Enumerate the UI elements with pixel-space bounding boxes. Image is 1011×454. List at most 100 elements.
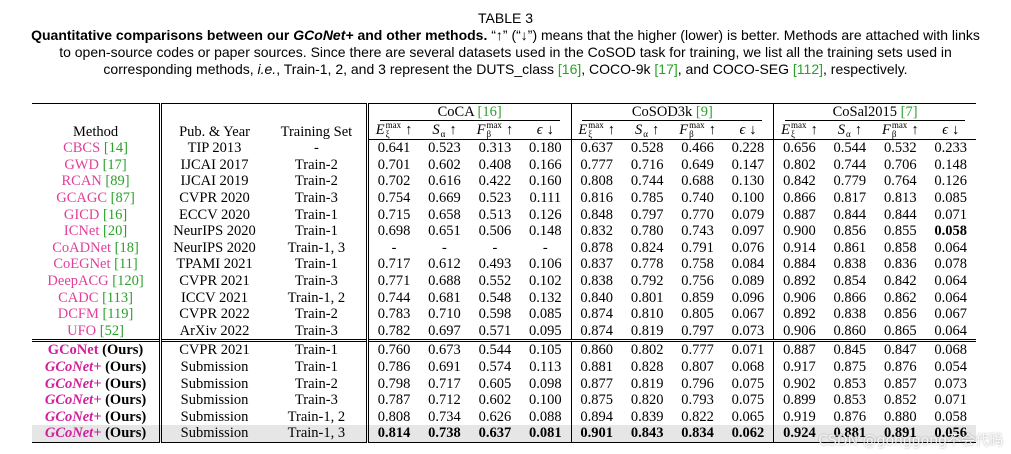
group-name: CoSal2015 <box>832 104 898 120</box>
value-cell: 0.798 <box>377 375 411 392</box>
value-cell: 0.160 <box>520 173 572 190</box>
value-cell: 0.891 <box>875 425 926 443</box>
column-header: Training Set <box>280 123 353 140</box>
value-cell: 0.884 <box>783 256 816 273</box>
data-row: DeepACG [120] CVPR 2021 Train-3 0.771 0.688 0… <box>32 272 976 290</box>
value-cell: 0.523 <box>478 190 512 207</box>
method-suffix: (Ours) <box>105 392 147 409</box>
value-cell: 0.228 <box>722 139 775 157</box>
value-cell: 0.853 <box>833 375 867 392</box>
value-cell: 0.710 <box>428 306 461 323</box>
metric-sub: β <box>486 129 492 139</box>
method-cell: GCoNet+ (Ours) <box>32 375 163 392</box>
value-cell: 0.717 <box>428 375 461 392</box>
value-cell: 0.602 <box>428 156 461 173</box>
method-ref: [87] <box>110 190 135 207</box>
group-name: CoCA <box>437 104 474 120</box>
value-cell: 0.612 <box>428 256 461 273</box>
value-cell: 0.836 <box>883 256 917 273</box>
method-ref: [89] <box>105 173 130 190</box>
value-cell: 0.875 <box>833 359 867 376</box>
value-cell: 0.771 <box>377 273 411 290</box>
method-suffix: (Ours) <box>105 425 147 442</box>
method-name: GCoNet+ <box>44 359 102 376</box>
metric-sub: β <box>689 129 694 139</box>
caption-text: [16] <box>557 61 582 77</box>
value-cell: 0.777 <box>580 156 614 173</box>
metric-symbol: F <box>881 122 891 138</box>
method-name: CADC <box>58 289 99 306</box>
value-cell: 0.802 <box>783 156 816 173</box>
value-cell: 0.744 <box>630 173 664 190</box>
value-cell: 0.834 <box>672 425 723 443</box>
pub-cell: Submission <box>180 359 249 376</box>
value-cell: 0.838 <box>580 273 614 290</box>
value-cell: 0.688 <box>681 173 714 190</box>
data-row: GCoNet+ (Ours) Submission Train-3 0.787 0.71… <box>32 391 976 409</box>
value-cell: 0.878 <box>580 239 614 256</box>
train-cell: Train-1, 2 <box>266 408 369 426</box>
metric-sup: max <box>486 120 502 130</box>
method-cell: GCoNet+ (Ours) <box>32 408 163 426</box>
data-row: GCoNet+ (Ours) Submission Train-1, 3 0.814 0… <box>32 425 976 443</box>
method-name: GCoNet+ <box>44 408 102 425</box>
train-cell: Train-1 <box>266 358 369 376</box>
value-cell: 0.838 <box>833 306 867 323</box>
metric-sub: ξ <box>385 129 390 139</box>
value-cell: 0.637 <box>469 425 521 443</box>
train-cell: Train-2 <box>266 375 369 392</box>
train-cell: Train-3 <box>266 189 369 207</box>
pub-cell: CVPR 2021 <box>179 273 250 290</box>
method-name: GWD <box>64 156 99 173</box>
value-cell: 0.673 <box>419 339 470 359</box>
value-cell: 0.852 <box>883 392 917 409</box>
value-cell: 0.807 <box>681 359 714 376</box>
method-name: GCoNet+ <box>44 375 102 392</box>
value-cell: 0.079 <box>722 206 775 223</box>
method-name: GCoNet <box>47 342 99 359</box>
metric: ϵ ↓ <box>942 122 959 138</box>
data-row: GCoNet+ (Ours) Submission Train-2 0.798 0.71… <box>32 375 976 392</box>
value-cell: 0.598 <box>478 306 512 323</box>
value-cell: 0.078 <box>934 256 968 273</box>
value-cell: 0.756 <box>681 273 714 290</box>
value-cell: 0.783 <box>377 306 411 323</box>
value-cell: 0.075 <box>722 391 775 409</box>
caption-text: , COCO-9k <box>581 61 655 77</box>
value-cell: 0.544 <box>833 140 867 157</box>
value-cell: 0.532 <box>883 140 917 157</box>
value-cell: 0.064 <box>934 322 968 339</box>
pub-cell: Submission <box>180 408 249 425</box>
caption-text: GCoNet+ <box>293 27 354 43</box>
value-cell: 0.857 <box>883 375 917 392</box>
value-cell: 0.313 <box>478 140 512 157</box>
method-cell: GCAGC [87] <box>32 189 163 207</box>
method-cell: GCoNet+ (Ours) <box>32 425 163 443</box>
value-cell: 0.669 <box>428 190 461 207</box>
value-cell: 0.808 <box>580 173 614 190</box>
train-cell: Train-2 <box>266 173 369 190</box>
method-cell: ICNet [20] <box>32 222 163 240</box>
metric-header: S α ↑ <box>824 121 876 140</box>
metric-symbol: S <box>837 122 845 138</box>
train-cell: Train-1, 3 <box>266 425 369 443</box>
group-name: CoSOD3k <box>631 104 693 120</box>
method-name: CBCS <box>63 140 101 157</box>
value-cell: 0.493 <box>478 256 512 273</box>
metric-arrow: ↑ <box>449 122 457 138</box>
metric-scripts: α <box>441 121 446 139</box>
value-cell: 0.734 <box>428 408 461 425</box>
method-ref: [120] <box>112 273 144 290</box>
metric-sup: max <box>689 120 705 130</box>
value-cell: 0.408 <box>478 156 512 173</box>
method-name: GCoNet+ <box>44 392 102 409</box>
value-cell: 0.422 <box>478 173 512 190</box>
value-cell: 0.701 <box>377 156 411 173</box>
